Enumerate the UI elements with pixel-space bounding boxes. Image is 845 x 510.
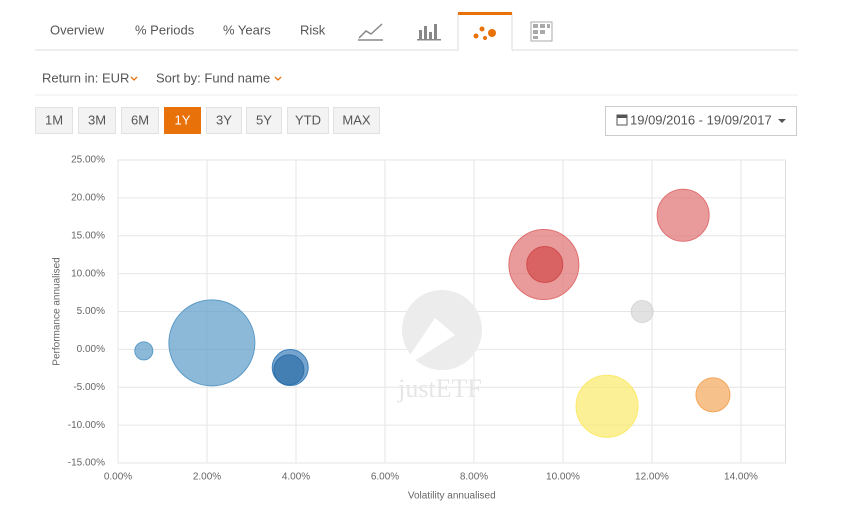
bubble[interactable] — [526, 246, 564, 284]
bubble[interactable] — [134, 341, 154, 361]
period-button[interactable] — [333, 107, 380, 134]
y-tick-label: 10.00% — [71, 268, 105, 279]
bubble[interactable] — [168, 299, 256, 387]
y-tick-label: -5.00% — [73, 382, 105, 393]
period-button[interactable] — [121, 107, 159, 134]
period-label: 3Y — [216, 112, 232, 127]
period-button[interactable] — [35, 107, 73, 134]
period-button[interactable] — [164, 107, 201, 134]
bubble[interactable] — [695, 377, 731, 413]
period-label: 3M — [88, 112, 106, 127]
x-tick-label: 8.00% — [460, 472, 488, 483]
period-label: 6M — [131, 112, 149, 127]
watermark-text: justETF — [397, 374, 482, 403]
bar-chart-tab[interactable] — [417, 24, 441, 41]
line-chart-tab[interactable] — [358, 23, 383, 41]
x-tick-label: 14.00% — [724, 472, 758, 483]
bubble[interactable] — [575, 374, 639, 438]
period-label: 1M — [45, 112, 63, 127]
period-label: 5Y — [256, 112, 272, 127]
x-tick-label: 2.00% — [193, 472, 221, 483]
bubble[interactable] — [273, 354, 305, 386]
sort-by[interactable]: Sort by: Fund name — [156, 70, 270, 85]
y-tick-label: 20.00% — [71, 193, 105, 204]
period-label: 1Y — [175, 112, 191, 127]
table-tab[interactable] — [530, 21, 553, 42]
y-axis-label: Performance annualised — [52, 257, 63, 365]
bubble[interactable] — [630, 300, 654, 323]
scatter-tab-active[interactable] — [457, 12, 513, 52]
y-tick-label: 15.00% — [71, 230, 105, 241]
y-tick-label: 5.00% — [77, 306, 105, 317]
period-button[interactable] — [78, 107, 116, 134]
watermark: justETF — [397, 290, 482, 403]
tab[interactable]: Risk — [300, 22, 326, 37]
tab[interactable]: % Periods — [135, 22, 195, 37]
y-tick-label: 25.00% — [71, 155, 105, 166]
y-tick-label: -15.00% — [68, 458, 105, 469]
chevron — [130, 76, 138, 81]
x-tick-label: 4.00% — [282, 472, 310, 483]
period-label: MAX — [342, 112, 371, 127]
bubble[interactable] — [656, 188, 710, 242]
x-tick-label: 0.00% — [104, 472, 132, 483]
y-tick-label: 0.00% — [77, 344, 105, 355]
period-button[interactable] — [287, 107, 329, 134]
chevron — [274, 76, 282, 81]
return-in[interactable]: Return in: EUR — [42, 70, 129, 85]
x-tick-label: 10.00% — [546, 472, 580, 483]
date-picker[interactable]: 19/09/2016 - 19/09/2017 — [605, 106, 797, 136]
period-button[interactable] — [206, 107, 242, 134]
x-axis-label: Volatility annualised — [408, 491, 496, 502]
period-button[interactable] — [246, 107, 282, 134]
x-tick-label: 12.00% — [635, 472, 669, 483]
x-tick-label: 6.00% — [371, 472, 399, 483]
date-range: 19/09/2016 - 19/09/2017 — [630, 112, 772, 127]
period-label: YTD — [295, 112, 321, 127]
y-tick-label: -10.00% — [68, 420, 105, 431]
tab[interactable]: Overview — [50, 22, 105, 37]
tab[interactable]: % Years — [223, 22, 271, 37]
